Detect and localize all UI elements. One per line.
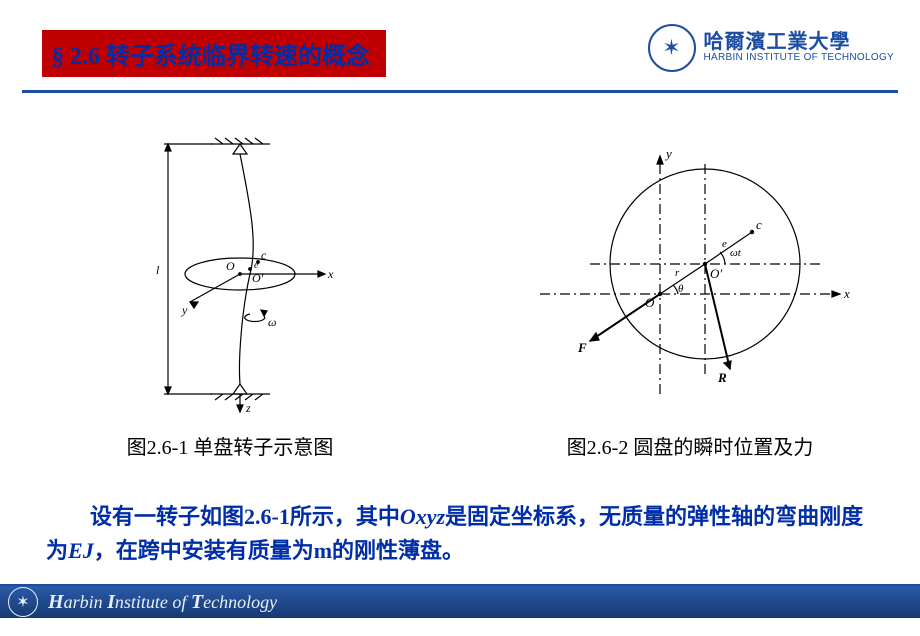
label2-x: x (843, 286, 850, 301)
label2-O: O (645, 295, 655, 310)
disk-position-svg: O O′ x y c e r θ ωt F R (520, 144, 860, 404)
header-rule (22, 90, 898, 93)
figure-2-diagram: O O′ x y c e r θ ωt F R (520, 120, 860, 427)
section-number: 2.6 (70, 44, 100, 70)
label-e: e (254, 260, 259, 271)
label2-c: c (756, 217, 762, 232)
logo-glyph: ✶ (662, 35, 680, 61)
body-Oxyz: Oxyz (400, 504, 445, 529)
section-title: 转子系统临界转速的概念 (106, 44, 370, 70)
figure-2-column: O O′ x y c e r θ ωt F R 图2.6-2 圆盘的瞬时位置及力 (460, 120, 920, 460)
label2-e: e (722, 238, 727, 250)
label-O: O (226, 259, 235, 273)
slide-header: § 2.6 转子系统临界转速的概念 ✶ 哈爾濱工業大學 HARBIN INSTI… (0, 30, 920, 94)
label-Oprime: O′ (252, 271, 264, 285)
label-c: c (261, 248, 267, 262)
rotor-diagram-svg: l O O′ c e x y z ω (120, 134, 340, 414)
body-seg-1a: 设有一转子如图2.6-1所示，其中 (90, 504, 400, 529)
figure-1-caption: 图2.6-1 单盘转子示意图 (127, 431, 334, 460)
label2-theta: θ (678, 283, 684, 295)
logo-text: 哈爾濱工業大學 HARBIN INSTITUTE OF TECHNOLOGY (704, 32, 895, 64)
figures-row: l O O′ c e x y z ω 图2.6-1 单盘转子示意图 (0, 120, 920, 460)
footer-badge-glyph: ✶ (16, 592, 29, 612)
figure-1-diagram: l O O′ c e x y z ω (120, 120, 340, 427)
label-y: y (181, 303, 188, 317)
section-title-box: § 2.6 转子系统临界转速的概念 (42, 30, 386, 77)
university-logo: ✶ 哈爾濱工業大學 HARBIN INSTITUTE OF TECHNOLOGY (648, 24, 895, 72)
label2-y: y (664, 146, 672, 161)
label-x: x (327, 267, 334, 281)
label-z: z (245, 401, 251, 414)
body-paragraph: 设有一转子如图2.6-1所示，其中Oxyz是固定坐标系，无质量的弹性轴的弯曲刚度… (46, 500, 874, 568)
logo-text-en: HARBIN INSTITUTE OF TECHNOLOGY (704, 53, 895, 64)
section-prefix: § (52, 44, 64, 70)
label-l: l (156, 263, 160, 277)
body-seg-2b: ，在跨中安装有质量为 (94, 538, 314, 563)
body-m: m (314, 538, 332, 563)
body-EJ: EJ (68, 538, 94, 563)
footer-badge-icon: ✶ (8, 587, 38, 617)
label2-r: r (675, 267, 680, 279)
footer-bar: ✶ Harbin Institute of Technology (0, 586, 920, 618)
footer-text: Harbin Institute of Technology (48, 591, 277, 614)
logo-badge-icon: ✶ (648, 24, 696, 72)
body-seg-1b: 是固定坐标系，无质量的弹 (445, 504, 709, 529)
figure-2-caption: 图2.6-2 圆盘的瞬时位置及力 (567, 431, 814, 460)
label2-Oprime: O′ (710, 266, 722, 281)
label-omega: ω (268, 315, 276, 329)
logo-text-cn: 哈爾濱工業大學 (704, 32, 895, 53)
figure-1-column: l O O′ c e x y z ω 图2.6-1 单盘转子示意图 (0, 120, 460, 460)
body-seg-2c: 的刚性薄盘。 (332, 538, 464, 563)
label2-R: R (717, 370, 727, 385)
label2-omegat: ωt (730, 247, 742, 259)
label2-F: F (577, 340, 587, 355)
